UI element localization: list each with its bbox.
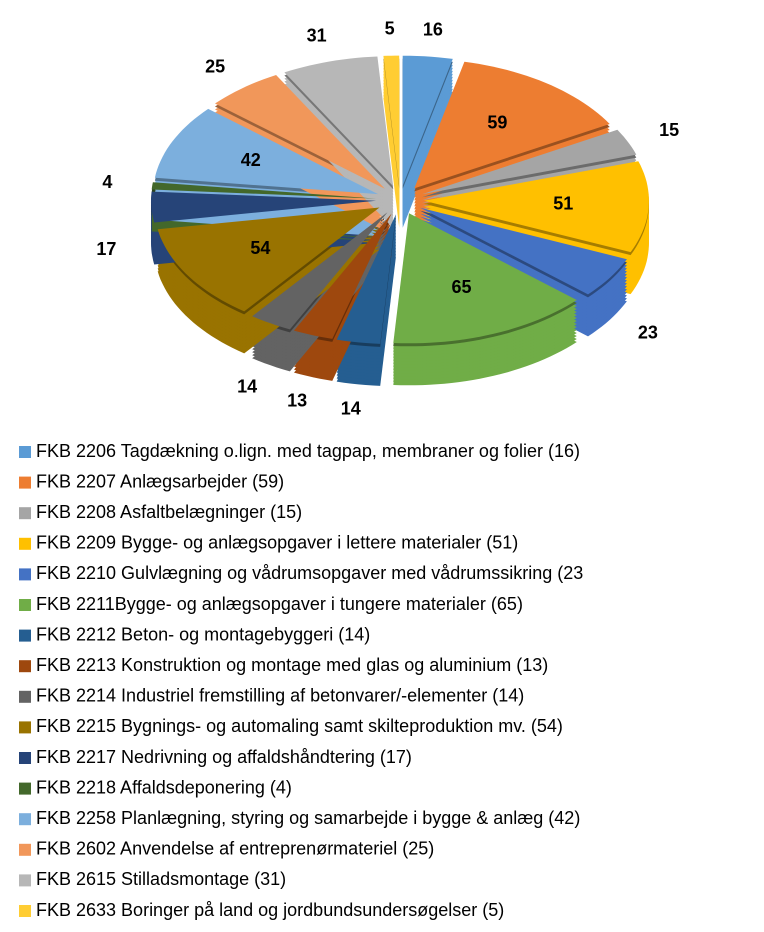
legend-label: FKB 2208 Asfaltbelægninger (15) xyxy=(36,502,302,522)
legend-label: FKB 2217 Nedrivning og affaldshåndtering… xyxy=(36,747,412,767)
legend-swatch xyxy=(19,721,31,734)
legend-swatch xyxy=(19,843,31,856)
legend-label: FKB 2214 Industriel fremstilling af beto… xyxy=(36,686,524,706)
legend-label: FKB 2206 Tagdækning o.lign. med tagpap, … xyxy=(36,441,580,461)
legend-swatch xyxy=(19,507,31,520)
slice xyxy=(284,56,394,187)
legend-swatch xyxy=(19,752,31,764)
data-label: 23 xyxy=(638,322,658,342)
legend-label: FKB 2215 Bygnings- og automaling samt sk… xyxy=(36,716,563,736)
legend-label: FKB 2633 Boringer på land og jordbundsun… xyxy=(36,900,504,920)
slice xyxy=(422,129,637,195)
slice xyxy=(151,182,377,199)
legend-swatch xyxy=(19,537,31,550)
slice xyxy=(336,214,396,344)
legend-swatch xyxy=(19,446,31,458)
data-label: 13 xyxy=(287,390,307,410)
slice xyxy=(151,191,376,223)
slice xyxy=(420,207,627,295)
data-label: 59 xyxy=(487,112,507,132)
legend-swatch xyxy=(19,476,31,489)
legend-label: FKB 2207 Anlægsarbejder (59) xyxy=(36,471,284,491)
legend-label: FKB 2602 Anvendelse af entreprenørmateri… xyxy=(36,839,434,859)
slice xyxy=(294,213,392,339)
slice xyxy=(414,61,610,189)
legend-label: FKB 2213 Konstruktion og montage med gla… xyxy=(36,655,548,675)
data-label: 54 xyxy=(250,238,270,258)
slice xyxy=(383,55,400,186)
legend-swatch xyxy=(19,905,31,917)
data-label: 16 xyxy=(423,19,443,39)
legend-label: FKB 2258 Planlægning, styring og samarbe… xyxy=(36,808,580,828)
legend-swatch xyxy=(19,568,31,581)
data-label: 15 xyxy=(659,120,679,140)
data-label: 5 xyxy=(385,18,395,38)
slice xyxy=(402,55,453,186)
slice xyxy=(252,212,388,330)
data-label: 31 xyxy=(307,25,327,45)
slice xyxy=(154,108,379,195)
data-label: 14 xyxy=(341,399,361,419)
legend-swatch xyxy=(19,690,31,703)
legend-swatch xyxy=(19,599,31,611)
data-label: 4 xyxy=(102,172,112,192)
data-label: 17 xyxy=(96,239,116,259)
slice xyxy=(157,207,380,312)
data-label: 14 xyxy=(237,376,257,396)
legend-swatch xyxy=(19,660,31,673)
legend-swatch xyxy=(19,874,31,887)
slice xyxy=(215,75,385,189)
legend-label: FKB 2211Bygge- og anlægsopgaver i tunger… xyxy=(36,594,523,614)
slice xyxy=(424,161,649,253)
legend-swatch xyxy=(19,782,31,795)
slice xyxy=(393,213,577,344)
data-label: 25 xyxy=(205,56,225,76)
data-label: 51 xyxy=(553,193,573,213)
legend-label: FKB 2210 Gulvlægning og vådrumsopgaver m… xyxy=(36,563,583,583)
legend-label: FKB 2218 Affaldsdeponering (4) xyxy=(36,777,292,797)
legend-label: FKB 2209 Bygge- og anlægsopgaver i lette… xyxy=(36,533,518,553)
data-label: 42 xyxy=(241,150,261,170)
legend-swatch xyxy=(19,629,31,642)
legend-label: FKB 2615 Stilladsmontage (31) xyxy=(36,869,286,889)
legend-label: FKB 2212 Beton- og montagebyggeri (14) xyxy=(36,624,370,644)
legend-swatch xyxy=(19,813,31,826)
data-label: 65 xyxy=(451,277,471,297)
